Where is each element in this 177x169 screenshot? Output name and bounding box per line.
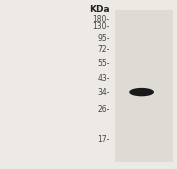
Ellipse shape [129,88,154,96]
Text: 43-: 43- [97,74,110,83]
Text: KDa: KDa [89,5,110,14]
Text: 34-: 34- [97,88,110,97]
Text: 95-: 95- [97,33,110,43]
Text: 130-: 130- [93,22,110,31]
Text: 17-: 17- [97,135,110,144]
Text: 26-: 26- [97,104,110,114]
Text: 55-: 55- [97,59,110,68]
Text: 72-: 72- [97,45,110,54]
FancyBboxPatch shape [115,10,173,162]
Text: 180-: 180- [93,15,110,24]
